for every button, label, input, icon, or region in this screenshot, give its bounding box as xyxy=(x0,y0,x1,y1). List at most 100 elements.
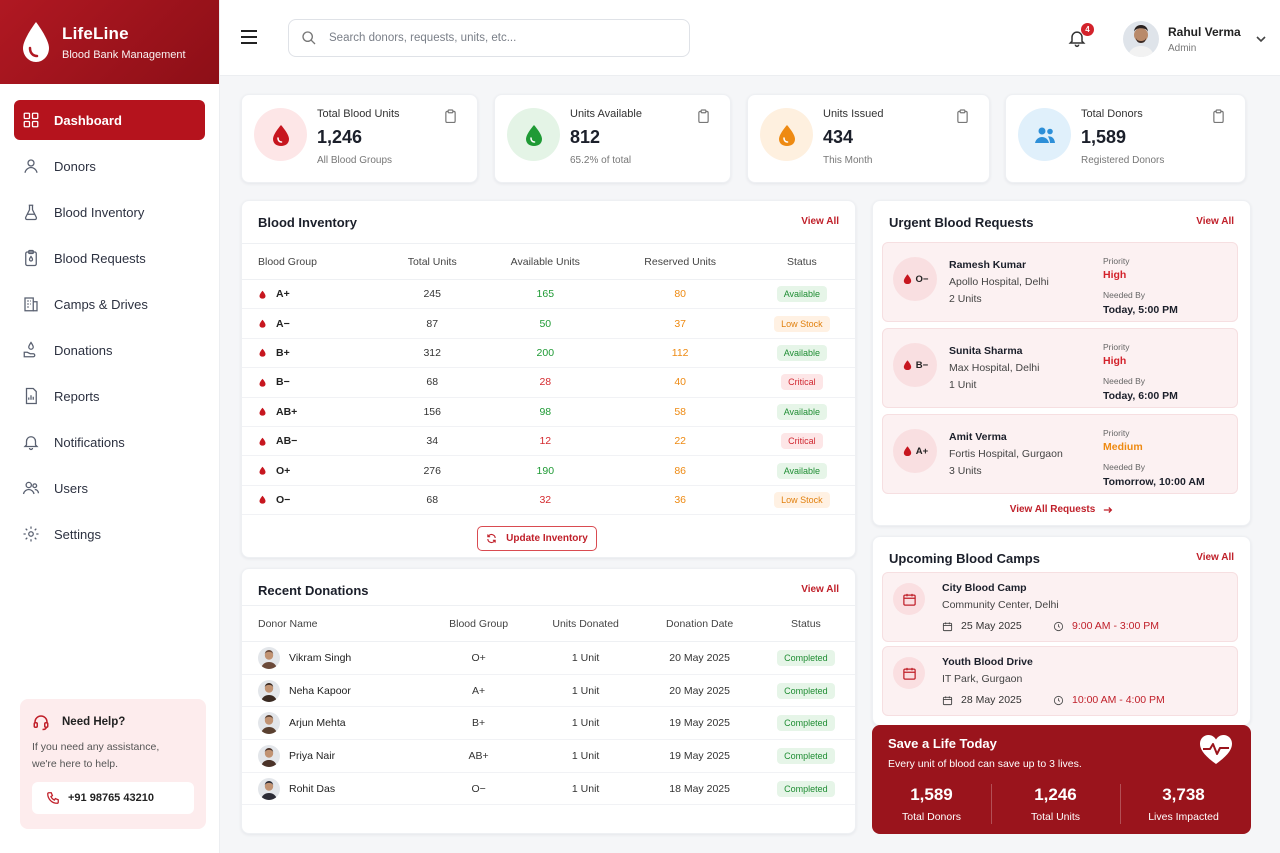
urgent-requests-card: Urgent Blood Requests View All O− Ramesh… xyxy=(872,200,1251,526)
save-stat-label: Total Donors xyxy=(902,811,961,823)
refresh-icon xyxy=(487,533,496,544)
total-units: 276 xyxy=(385,455,480,486)
stat-label: Total Blood Units xyxy=(317,108,400,120)
status-badge: Critical xyxy=(781,374,823,391)
user-profile-menu[interactable]: Rahul Verma Admin xyxy=(1123,21,1267,57)
reserved-units: 58 xyxy=(611,397,749,427)
camps-view-all-link[interactable]: View All xyxy=(1196,552,1234,563)
notification-bell-icon[interactable] xyxy=(1067,28,1087,48)
clipboard-icon[interactable] xyxy=(1212,109,1225,123)
blood-camp-item[interactable]: Youth Blood Drive IT Park, Gurgaon 28 Ma… xyxy=(882,646,1238,716)
gear-icon xyxy=(23,526,39,542)
request-blood-group: B− xyxy=(915,359,929,371)
blood-group: AB+ xyxy=(276,405,298,418)
sidebar-item-blood-inventory[interactable]: Blood Inventory xyxy=(14,192,205,232)
calendar-icon xyxy=(902,667,916,680)
camp-name: City Blood Camp xyxy=(942,582,1027,594)
donation-date: 20 May 2025 xyxy=(642,674,757,708)
needed-by-label: Needed By xyxy=(1103,290,1146,300)
bell-icon xyxy=(23,436,39,451)
requests-view-all-link[interactable]: View All xyxy=(1196,216,1234,227)
blood-camp-item[interactable]: City Blood Camp Community Center, Delhi … xyxy=(882,572,1238,642)
needed-by-value: Tomorrow, 10:00 AM xyxy=(1103,476,1205,488)
blood-drop-icon xyxy=(903,274,911,285)
headset-icon xyxy=(33,715,49,731)
help-title: Need Help? xyxy=(62,716,126,728)
donor-blood-group: O+ xyxy=(428,641,529,675)
status-badge: Completed xyxy=(777,715,835,732)
stat-label: Units Issued xyxy=(823,108,884,120)
clipboard-icon xyxy=(25,249,37,267)
column-header: Reserved Units xyxy=(611,243,749,280)
inventory-row: O+ 276 190 86 Available xyxy=(242,455,855,486)
donor-avatar xyxy=(258,679,280,702)
reserved-units: 36 xyxy=(611,485,749,516)
donations-view-all-link[interactable]: View All xyxy=(801,584,839,595)
clipboard-icon[interactable] xyxy=(697,109,710,123)
stat-value: 1,246 xyxy=(317,127,363,147)
save-stat-value: 3,738 xyxy=(1162,785,1205,804)
sidebar-item-dashboard[interactable]: Dashboard xyxy=(14,100,205,140)
donor-name: Priya Nair xyxy=(289,749,336,762)
reserved-units: 37 xyxy=(611,308,749,339)
donations-table: Donor Name Blood Group Units Donated Donati… xyxy=(242,605,855,806)
clipboard-icon[interactable] xyxy=(444,109,457,123)
inventory-table: Blood Group Total Units Available Units Res… xyxy=(242,243,855,516)
urgent-request-item[interactable]: A+ Amit Verma Fortis Hospital, Gurgaon 3… xyxy=(882,414,1238,494)
camp-time: 10:00 AM - 4:00 PM xyxy=(1072,694,1165,706)
sidebar-item-blood-requests[interactable]: Blood Requests xyxy=(14,238,205,278)
reserved-units: 112 xyxy=(611,338,749,369)
sidebar-item-settings[interactable]: Settings xyxy=(14,514,205,554)
column-header: Units Donated xyxy=(528,605,643,642)
urgent-request-item[interactable]: B− Sunita Sharma Max Hospital, Delhi 1 U… xyxy=(882,328,1238,408)
urgent-request-item[interactable]: O− Ramesh Kumar Apollo Hospital, Delhi 2… xyxy=(882,242,1238,322)
stat-value: 812 xyxy=(570,127,601,147)
status-badge: Available xyxy=(776,344,828,361)
donation-date: 19 May 2025 xyxy=(642,706,757,741)
stat-subtext: This Month xyxy=(823,155,873,166)
sidebar-item-camps-drives[interactable]: Camps & Drives xyxy=(14,284,205,324)
camp-location: Community Center, Delhi xyxy=(942,599,1059,611)
stat-card: Units Available 812 65.2% of total xyxy=(494,94,731,183)
sidebar-item-donors[interactable]: Donors xyxy=(14,146,205,186)
blood-drop-icon xyxy=(903,360,911,371)
blood-drop-icon xyxy=(259,437,266,446)
units-required: 2 Units xyxy=(949,293,982,305)
hamburger-menu-icon[interactable] xyxy=(240,29,258,45)
patient-name: Amit Verma xyxy=(949,431,1007,443)
view-all-requests-link[interactable]: View All Requests xyxy=(873,504,1250,515)
donation-row: Neha Kapoor A+ 1 Unit 20 May 2025 Comple… xyxy=(242,674,855,708)
clipboard-icon[interactable] xyxy=(956,109,969,123)
priority-label: Priority xyxy=(1103,342,1130,352)
search-input[interactable] xyxy=(329,32,649,44)
update-inventory-button[interactable]: Update Inventory xyxy=(477,526,597,551)
sidebar-item-notifications[interactable]: Notifications xyxy=(14,422,205,462)
user-icon xyxy=(24,159,38,173)
top-bar: 4 Rahul Verma Admin xyxy=(220,0,1280,76)
inventory-view-all-link[interactable]: View All xyxy=(801,216,839,227)
total-units: 68 xyxy=(385,485,480,516)
blood-drop-icon xyxy=(760,108,813,161)
available-units: 12 xyxy=(479,426,612,457)
sidebar-item-reports[interactable]: Reports xyxy=(14,376,205,416)
donor-blood-group: O− xyxy=(428,772,529,806)
sidebar-item-donations[interactable]: Donations xyxy=(14,330,205,370)
reserved-units: 40 xyxy=(611,367,749,398)
inventory-row: O− 68 32 36 Low Stock xyxy=(242,485,855,516)
donor-avatar xyxy=(258,712,280,735)
status-badge: Completed xyxy=(777,747,835,764)
users-icon xyxy=(1018,108,1071,161)
available-units: 200 xyxy=(479,338,612,369)
sidebar-item-label: Camps & Drives xyxy=(54,296,148,312)
blood-group: B+ xyxy=(276,346,290,359)
blood-group: A+ xyxy=(276,288,290,301)
blood-inventory-card: Blood Inventory View All Blood Group Tota… xyxy=(241,200,856,558)
sidebar-item-users[interactable]: Users xyxy=(14,468,205,508)
donor-avatar xyxy=(258,646,280,669)
blood-drop-icon xyxy=(259,290,266,299)
help-phone-button[interactable]: +91 98765 43210 xyxy=(32,782,194,814)
stat-label: Units Available xyxy=(570,108,642,120)
heartbeat-icon xyxy=(1200,735,1232,764)
inventory-row: B− 68 28 40 Critical xyxy=(242,367,855,398)
blood-drop-icon xyxy=(259,408,266,416)
